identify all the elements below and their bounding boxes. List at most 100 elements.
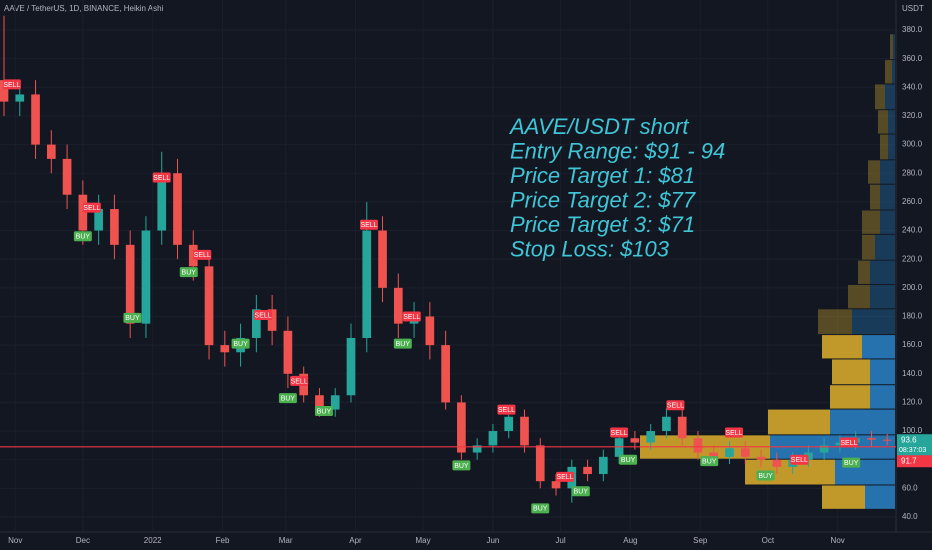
signal-box	[193, 249, 212, 260]
x-tick-label: Apr	[349, 536, 362, 545]
y-tick-label: 200.0	[902, 283, 923, 292]
signal-label: SELL	[194, 252, 211, 259]
x-tick-label: Jun	[486, 536, 499, 545]
candle-body	[614, 438, 624, 457]
annotation: AAVE/USDT short	[508, 114, 689, 139]
candle-body	[457, 402, 466, 453]
chart-title: AAVE / TetherUS, 1D, BINANCE, Heikin Ash…	[4, 4, 164, 13]
candle-body	[488, 431, 498, 446]
candle-body	[504, 416, 514, 432]
candle-body	[110, 209, 119, 245]
profile-down	[852, 309, 895, 335]
candle-body	[125, 244, 135, 324]
signal-box	[82, 202, 101, 213]
x-tick-label: Dec	[76, 536, 90, 545]
profile-down	[888, 110, 895, 134]
candle-body	[677, 416, 687, 439]
signal-label: BUY	[702, 458, 717, 465]
candle-body	[0, 80, 9, 102]
y-tick-label: 240.0	[902, 226, 923, 235]
signal-label: SELL	[83, 205, 100, 212]
profile-down	[870, 260, 895, 284]
y-tick-label: 60.0	[902, 483, 918, 492]
signal-label: BUY	[182, 269, 197, 276]
y-tick-label: 320.0	[902, 111, 923, 120]
y-tick-label: 280.0	[902, 168, 923, 177]
signal-label: BUY	[317, 408, 332, 415]
x-tick-label: 2022	[144, 536, 162, 545]
candle-body	[520, 416, 529, 446]
annotation: Price Target 1: $81	[510, 163, 695, 188]
signal-label: SELL	[403, 314, 420, 321]
candle-body	[882, 439, 892, 441]
candle-body	[46, 144, 56, 159]
signal-box	[179, 267, 198, 278]
signal-box	[278, 393, 297, 404]
profile-up	[890, 34, 893, 60]
signal-label: BUY	[758, 473, 773, 480]
signal-box	[152, 172, 171, 183]
candle-body	[535, 445, 545, 482]
signal-box	[571, 486, 590, 497]
signal-box	[725, 427, 744, 438]
candle-body	[94, 209, 103, 231]
y-tick-label: 140.0	[902, 369, 923, 378]
candle-body	[740, 448, 750, 457]
signal-box	[393, 338, 412, 349]
annotation: Stop Loss: $103	[510, 237, 670, 262]
candle-body	[425, 316, 435, 346]
profile-up	[875, 84, 885, 110]
annotation: Entry Range: $91 - 94	[510, 139, 725, 164]
y-axis-label: USDT	[902, 4, 924, 13]
y-tick-label: 100.0	[902, 426, 923, 435]
profile-down	[870, 359, 895, 385]
signal-box	[402, 311, 421, 322]
profile-down	[888, 134, 895, 160]
y-tick-label: 160.0	[902, 340, 923, 349]
candle-body	[315, 395, 324, 410]
x-tick-label: Sep	[693, 536, 708, 545]
signal-label: BUY	[621, 457, 636, 464]
candle-body	[599, 456, 608, 475]
signal-box	[839, 437, 858, 448]
profile-up	[832, 359, 870, 385]
profile-down	[880, 184, 895, 210]
profile-down	[862, 335, 895, 359]
x-tick-label: Feb	[216, 536, 230, 545]
signal-label: SELL	[153, 175, 170, 182]
signal-box	[842, 457, 861, 468]
candle-body	[646, 431, 655, 443]
candle-body	[630, 438, 640, 443]
profile-up	[868, 160, 880, 184]
candle-body	[188, 244, 198, 267]
y-tick-label: 340.0	[902, 82, 923, 91]
last-price: 93.6	[901, 435, 917, 444]
y-tick-label: 220.0	[902, 254, 923, 263]
signal-box	[531, 503, 550, 514]
candle-body	[441, 345, 450, 403]
candle-body	[220, 345, 230, 353]
profile-down	[865, 485, 895, 509]
signal-label: SELL	[556, 474, 573, 481]
x-tick-label: Mar	[279, 536, 293, 545]
countdown: 08:37:03	[899, 447, 926, 454]
profile-up	[822, 485, 865, 509]
profile-down	[893, 34, 895, 60]
candle-body	[252, 309, 261, 338]
signal-label: SELL	[498, 407, 515, 414]
signal-box	[231, 338, 250, 349]
profile-down	[870, 385, 895, 409]
profile-up	[858, 260, 870, 284]
profile-up	[885, 60, 892, 84]
signal-box	[700, 456, 719, 467]
signal-box	[2, 79, 21, 90]
signal-label: BUY	[76, 234, 91, 241]
signal-box	[360, 219, 379, 230]
signal-label: SELL	[360, 222, 377, 229]
x-tick-label: Nov	[831, 536, 845, 545]
signal-box	[290, 375, 309, 386]
y-tick-label: 120.0	[902, 398, 923, 407]
candle-body	[772, 459, 782, 467]
signal-label: SELL	[3, 82, 20, 89]
signal-label: SELL	[255, 312, 272, 319]
